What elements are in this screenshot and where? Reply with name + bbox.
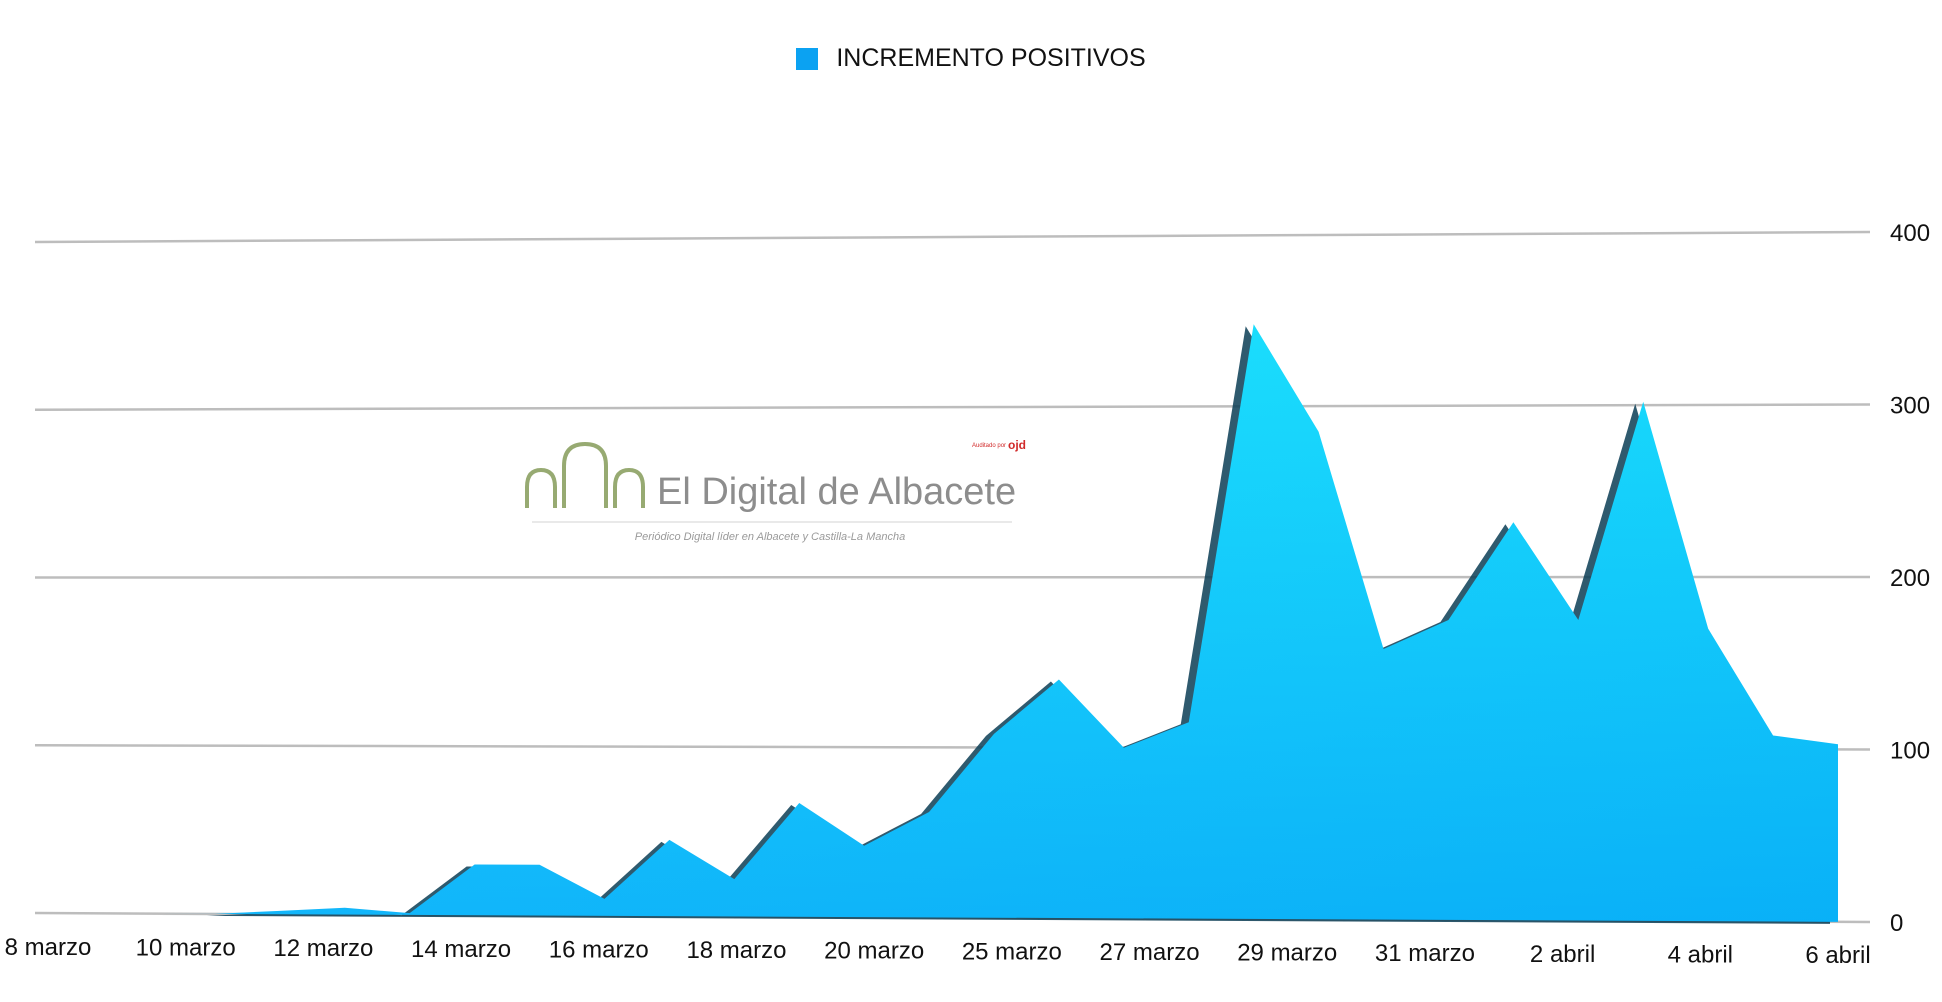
x-tick-label: 6 abril (1805, 942, 1870, 969)
y-tick-label: 300 (1890, 393, 1930, 420)
watermark-tagline: Periódico Digital líder en Albacete y Ca… (635, 531, 905, 543)
x-tick-label: 14 marzo (411, 936, 511, 963)
x-axis-ticks: 8 marzo 10 marzo 12 marzo 14 marzo 16 marzo 1… (5, 934, 1871, 969)
legend-swatch (796, 47, 819, 70)
legend: INCREMENTO POSITIVOS (0, 44, 1942, 73)
x-tick-label: 20 marzo (824, 938, 924, 965)
x-tick-label: 31 marzo (1375, 940, 1475, 967)
x-tick-label: 2 abril (1530, 941, 1595, 968)
x-tick-label: 4 abril (1668, 941, 1733, 968)
x-tick-label: 29 marzo (1237, 940, 1337, 967)
y-tick-label: 200 (1890, 565, 1930, 592)
x-tick-label: 10 marzo (136, 935, 236, 962)
y-tick-label: 400 (1890, 220, 1930, 247)
area-layer (142, 324, 1838, 924)
area-sheen (150, 324, 1838, 922)
legend-label: INCREMENTO POSITIVOS (836, 44, 1146, 72)
x-tick-label: 12 marzo (273, 935, 373, 962)
watermark-brand: El Digital de Albacete (657, 471, 1016, 513)
audit-label: Auditado por (972, 443, 1006, 449)
y-axis-ticks: 0 100 200 300 400 (1890, 220, 1930, 937)
x-tick-label: 16 marzo (549, 936, 649, 963)
x-tick-label: 25 marzo (962, 938, 1062, 965)
x-tick-label: 8 marzo (5, 934, 92, 961)
x-tick-label: 18 marzo (686, 937, 786, 964)
gridline-200 (34, 575, 1871, 579)
gridline-400 (34, 230, 1871, 244)
y-tick-label: 0 (1890, 910, 1903, 937)
albacete-logo-icon (525, 441, 645, 508)
y-tick-label: 100 (1890, 738, 1930, 765)
watermark-logo: El Digital de Albacete Periódico Digital… (525, 438, 1026, 543)
x-tick-label: 27 marzo (1100, 939, 1200, 966)
gridline-300 (34, 403, 1871, 411)
ojd-mark-icon: ojd (1008, 438, 1026, 452)
